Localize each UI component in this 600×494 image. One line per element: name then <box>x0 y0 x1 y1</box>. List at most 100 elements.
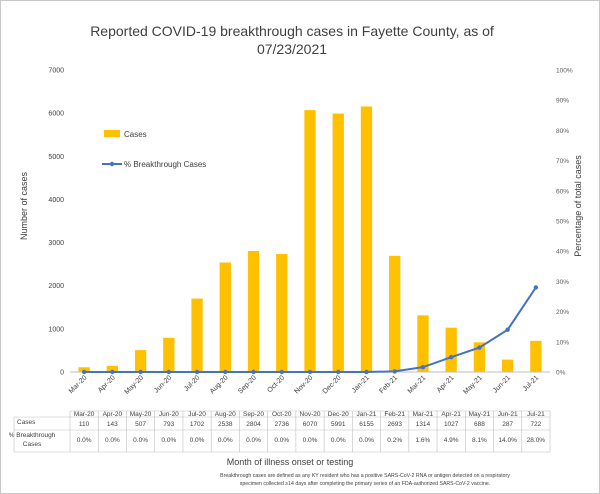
x-tick-label: Oct-20 <box>266 374 286 394</box>
legend-marker-breakthrough <box>109 161 115 167</box>
bar <box>389 255 401 372</box>
table-cell-cases: 507 <box>135 421 146 428</box>
table-cell-cases: 5991 <box>331 421 346 428</box>
table-header-cell: Nov-20 <box>300 411 321 418</box>
line-point <box>364 369 369 375</box>
y-tick-right: 90% <box>556 98 569 105</box>
line-point <box>505 327 510 332</box>
chart-title-line1: Reported COVID-19 breakthrough cases in … <box>90 23 494 39</box>
table-cell-pct: 14.0% <box>498 437 517 444</box>
table-cell-pct: 0.0% <box>303 437 318 444</box>
x-tick-label: Apr-20 <box>97 374 117 394</box>
table-cell-cases: 1702 <box>190 421 205 428</box>
line-point <box>138 369 143 375</box>
y-tick-left: 0 <box>60 370 64 377</box>
bar <box>247 251 260 372</box>
table-cell-cases: 2693 <box>387 421 402 428</box>
table-cell-pct: 0.0% <box>246 437 261 444</box>
bar <box>219 262 231 372</box>
data-table: Cases % Breakthrough Cases Mar-20 Apr-20 M… <box>9 410 551 453</box>
table-cell-cases: 1314 <box>416 421 431 428</box>
y-tick-right: 0% <box>556 370 566 377</box>
table-header-cell: May-21 <box>469 411 491 418</box>
footnote-line2: specimen collected ≥14 days after comple… <box>240 481 491 487</box>
table-header-cell: Jun-21 <box>498 411 518 418</box>
table-cell-pct: 8.1% <box>472 437 487 444</box>
line-point <box>194 369 200 375</box>
bar <box>360 106 373 372</box>
table-cell-cases: 2736 <box>275 421 290 428</box>
table-cell-cases: 6070 <box>303 421 318 428</box>
line-point <box>166 369 172 375</box>
line-point <box>392 369 397 374</box>
line-point <box>533 285 539 290</box>
y-tick-right: 20% <box>556 309 569 316</box>
table-header-cell: Jun-20 <box>159 411 179 418</box>
line-point <box>336 369 341 375</box>
table-cell-cases: 722 <box>530 421 541 428</box>
x-tick-label: Jun-21 <box>492 374 512 394</box>
y-tick-left: 4000 <box>48 197 64 204</box>
table-header-cell: Mar-21 <box>413 411 434 418</box>
legend-label-cases: Cases <box>124 130 147 139</box>
bar <box>530 340 542 372</box>
table-cell-pct: 0.0% <box>133 437 148 444</box>
line-point <box>251 369 256 375</box>
x-tick-label: Dec-20 <box>322 374 343 395</box>
table-header-cell: Jul-20 <box>188 411 206 418</box>
table-header-cell: Jul-21 <box>527 411 545 418</box>
y-axis-title-left: Number of cases <box>19 171 29 240</box>
y-tick-left: 3000 <box>48 240 64 247</box>
y-tick-right: 100% <box>556 68 573 75</box>
table-header-cell: Apr-21 <box>441 411 461 418</box>
breakthrough-points <box>81 285 539 375</box>
y-tick-left: 6000 <box>48 111 64 118</box>
table-cell-pct: 0.0% <box>359 437 374 444</box>
bar <box>163 337 175 372</box>
line-point <box>110 369 115 375</box>
legend: Cases % Breakthrough Cases <box>102 130 206 169</box>
table-header-cell: Dec-20 <box>328 411 349 418</box>
table-row-label-cases: Cases <box>17 419 36 426</box>
table-row-label-pct-line1: % Breakthrough <box>9 432 56 439</box>
table-cell-pct: 0.2% <box>387 437 402 444</box>
table-cell-pct: 4.9% <box>444 437 459 444</box>
chart-title-line2: 07/23/2021 <box>257 41 327 57</box>
line-point <box>477 345 482 350</box>
y-tick-left: 7000 <box>48 68 64 75</box>
x-tick-label: Feb-21 <box>378 374 399 395</box>
y-tick-right: 30% <box>556 279 569 286</box>
table-header-cell: Apr-20 <box>103 411 123 418</box>
bar <box>332 113 344 373</box>
table-cell-cases: 110 <box>79 421 90 428</box>
table-header-cell: May-20 <box>130 411 152 418</box>
legend-swatch-cases <box>104 130 120 137</box>
y-axis-left-ticks: 0 1000 2000 3000 4000 5000 6000 7000 <box>48 68 64 377</box>
table-header-cell: Jan-21 <box>357 411 377 418</box>
x-tick-label: Nov-20 <box>293 374 314 395</box>
table-cell-cases: 143 <box>107 421 118 428</box>
x-tick-label: Jun-20 <box>153 374 173 394</box>
x-tick-label: Jul-20 <box>183 374 202 393</box>
y-tick-left: 5000 <box>48 154 64 161</box>
y-tick-right: 10% <box>556 339 569 346</box>
table-cell-cases: 2804 <box>246 421 261 428</box>
line-point <box>307 369 313 375</box>
x-tick-label: Jul-21 <box>522 374 541 393</box>
bar-series <box>78 106 542 373</box>
table-cell-cases: 1027 <box>444 421 459 428</box>
table-header-cell: Mar-20 <box>74 411 95 418</box>
bar <box>304 110 316 372</box>
table-cell-pct: 28.0% <box>527 437 546 444</box>
table-cell-cases: 287 <box>502 421 513 428</box>
bar <box>445 327 457 372</box>
table-cell-cases: 6155 <box>359 421 374 428</box>
y-tick-left: 2000 <box>48 283 64 290</box>
x-tick-label: Jan-21 <box>351 374 371 394</box>
table-header-cell: Aug-20 <box>215 411 236 418</box>
x-axis-labels: Mar-20 Apr-20 May-20 Jun-20 Jul-20 Aug-20 Sep-… <box>68 374 540 396</box>
footnote-line1: Breakthrough cases are defined as any KY… <box>220 473 510 479</box>
bar <box>473 342 486 372</box>
